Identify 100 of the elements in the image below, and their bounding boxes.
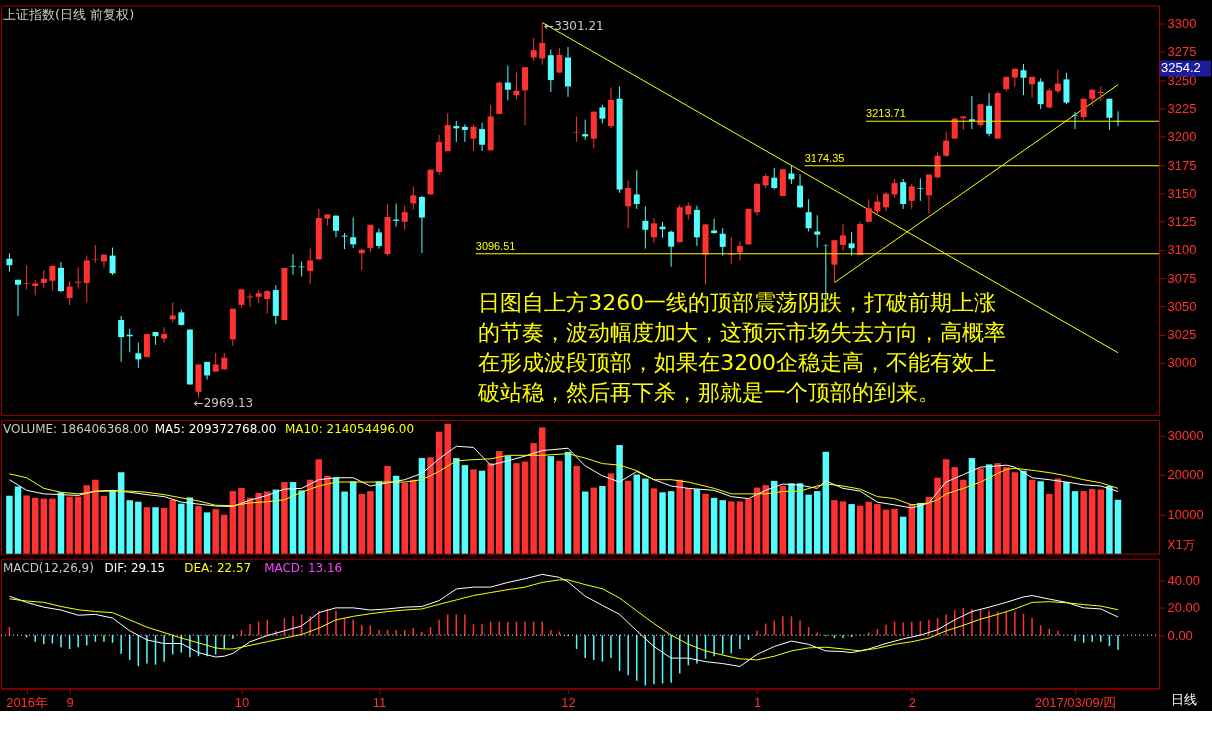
- bar: [160, 508, 168, 554]
- bar: [667, 491, 675, 554]
- candlestick: [625, 180, 632, 229]
- bar: [461, 465, 469, 554]
- bar: [882, 509, 890, 554]
- candlestick: [264, 289, 271, 315]
- bar: [444, 423, 451, 554]
- y-tick-label: 3000: [1167, 355, 1197, 371]
- line-series: [8, 453, 1119, 507]
- bar: [891, 508, 898, 554]
- candlestick: [814, 214, 821, 249]
- bar: [951, 467, 958, 554]
- candlestick: [900, 178, 907, 210]
- bar: [942, 459, 950, 554]
- candlestick: [874, 193, 881, 216]
- bar: [616, 445, 623, 554]
- bar: [410, 479, 417, 554]
- bar: [1097, 489, 1105, 554]
- candlestick: [23, 264, 30, 290]
- bar: [1063, 482, 1070, 554]
- x-tick-label: 1: [753, 694, 762, 710]
- candlestick: [797, 173, 804, 209]
- candlestick: [75, 266, 82, 290]
- bar: [203, 512, 211, 554]
- candlestick: [247, 293, 254, 308]
- bar: [805, 494, 812, 554]
- bar: [745, 498, 752, 554]
- candlestick: [1037, 77, 1044, 110]
- bar: [152, 507, 159, 554]
- candlestick: [461, 124, 468, 143]
- bar: [427, 457, 434, 554]
- x-tick-label: 9: [66, 694, 74, 710]
- bar: [349, 481, 357, 554]
- bar: [487, 463, 494, 554]
- bar: [66, 496, 73, 554]
- candlestick: [633, 169, 640, 210]
- bar: [538, 427, 546, 554]
- bar: [1020, 470, 1027, 554]
- bar: [934, 477, 941, 554]
- y-tick-label: 3100: [1167, 242, 1197, 258]
- chart-title: 上证指数(日线 前复权): [3, 6, 135, 22]
- text: DEA: 22.57: [184, 560, 252, 575]
- bar: [547, 456, 555, 554]
- bar: [521, 461, 529, 554]
- text: MA10: 214054496.00: [284, 421, 415, 436]
- bar: [341, 491, 348, 554]
- bar: [221, 514, 228, 554]
- bar: [590, 487, 598, 554]
- bar: [736, 501, 744, 554]
- candlestick: [1011, 67, 1018, 88]
- candlestick: [470, 124, 477, 152]
- candlestick: [771, 167, 778, 191]
- candlestick: [943, 131, 950, 158]
- bar: [899, 516, 907, 554]
- bar: [530, 443, 537, 554]
- bar: [367, 491, 374, 554]
- y-tick-label: 0.00: [1167, 627, 1193, 643]
- bar: [332, 477, 340, 554]
- y-tick-label: 3300: [1167, 16, 1197, 32]
- bar: [848, 504, 855, 554]
- candlestick: [736, 240, 743, 261]
- y-tick-label: 3175: [1167, 157, 1197, 173]
- candlestick: [925, 174, 932, 215]
- y-tick-label: 3075: [1167, 270, 1197, 286]
- candlestick: [951, 117, 958, 140]
- bar: [839, 501, 847, 554]
- bar: [599, 486, 606, 554]
- y-tick-label: 3225: [1167, 100, 1197, 116]
- bar: [298, 490, 305, 554]
- bar: [392, 475, 400, 554]
- candlestick: [848, 231, 855, 257]
- candlestick: [599, 104, 606, 125]
- bar: [607, 473, 615, 554]
- candlestick: [882, 191, 889, 212]
- x-tick-label: 2: [908, 694, 916, 710]
- bar: [994, 463, 1001, 554]
- candlestick: [504, 65, 511, 101]
- bar: [968, 458, 976, 554]
- bar: [985, 464, 993, 554]
- bar: [83, 485, 91, 554]
- y-tick-label: 40.00: [1167, 573, 1201, 589]
- candlestick: [728, 236, 735, 265]
- bar: [685, 488, 692, 554]
- bar: [633, 474, 641, 554]
- bar: [74, 496, 82, 554]
- candlestick: [1097, 86, 1104, 102]
- bar: [229, 491, 237, 554]
- candlestick: [367, 224, 374, 253]
- candlestick: [1054, 69, 1061, 95]
- candlestick: [1020, 63, 1027, 96]
- y-tick-label: 3025: [1167, 327, 1197, 343]
- bar: [384, 465, 391, 554]
- x-tick-label: 2016年: [6, 694, 49, 710]
- candlestick: [650, 217, 657, 244]
- bar: [960, 479, 967, 554]
- ref-line-label: 3213.71: [866, 107, 906, 120]
- bar: [1114, 499, 1122, 554]
- candlestick: [341, 232, 348, 250]
- bar: [624, 480, 632, 554]
- candlestick: [865, 198, 872, 223]
